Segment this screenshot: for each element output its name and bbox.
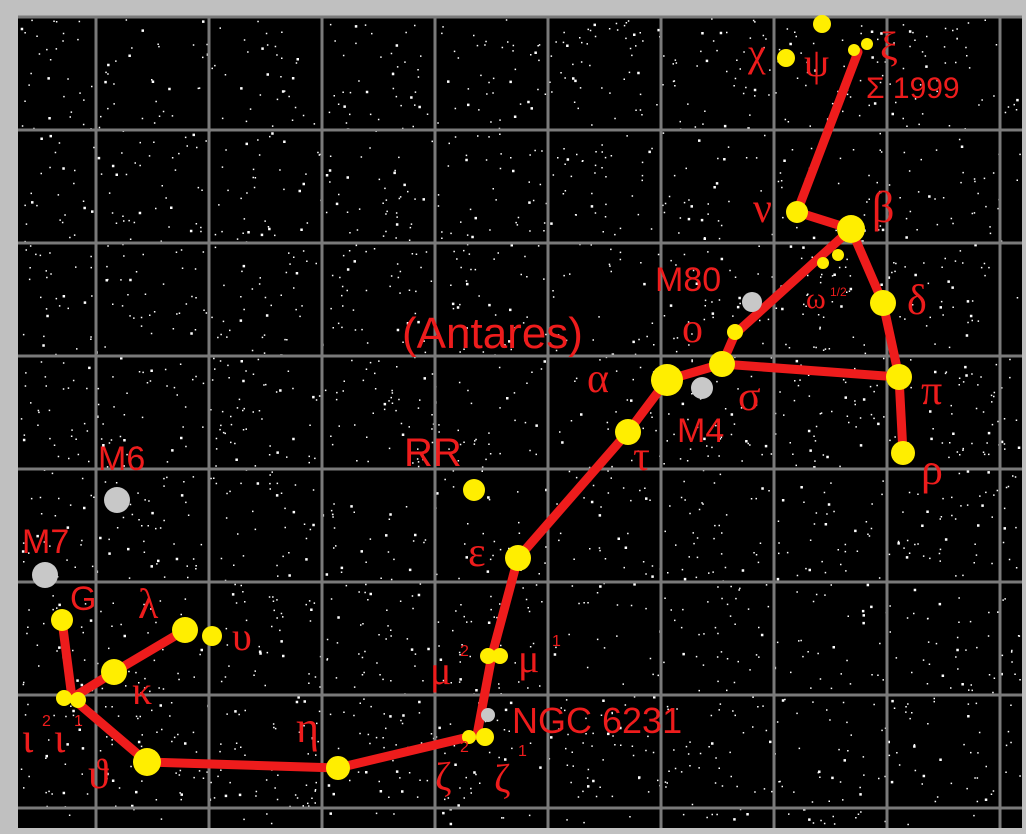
label-zeta2: ζ xyxy=(435,754,452,799)
labels: (Antares) M80 M4 M6 M7 RR NGC 6231 Σ 199… xyxy=(22,24,960,801)
label-omega-superscript: 1/2 xyxy=(830,285,847,299)
star-sigma xyxy=(709,351,735,377)
line-beta-delta-pi-rho xyxy=(846,224,908,458)
star-kappa xyxy=(101,659,127,685)
label-mu1: μ xyxy=(518,636,539,681)
label-kappa: κ xyxy=(132,668,152,713)
star-omega-2 xyxy=(832,249,844,261)
label-ngc6231: NGC 6231 xyxy=(512,700,682,741)
label-zeta2-superscript: 2 xyxy=(460,739,469,756)
label-iota2: ι xyxy=(22,716,34,762)
star-epsilon xyxy=(505,545,531,571)
star-zeta1 xyxy=(476,728,494,746)
star-mu2 xyxy=(480,648,496,664)
label-antares: (Antares) xyxy=(402,309,583,358)
star-tau xyxy=(615,419,641,445)
label-alpha: α xyxy=(587,356,609,402)
star-iota1 xyxy=(70,692,86,708)
label-chi: χ xyxy=(747,30,766,75)
label-upsilon: υ xyxy=(232,614,252,659)
label-g: G xyxy=(70,580,96,618)
label-iota2-superscript: 2 xyxy=(42,713,51,730)
star-delta xyxy=(870,290,896,316)
label-tau: τ xyxy=(633,434,650,480)
star-theta xyxy=(133,748,161,776)
label-iota1-superscript: 1 xyxy=(74,713,83,730)
star-g xyxy=(51,609,73,631)
star-zeta2 xyxy=(462,730,476,744)
label-lambda: λ xyxy=(138,582,159,628)
label-omega: ω xyxy=(806,282,826,315)
sky-background xyxy=(18,16,1022,828)
stars xyxy=(51,15,915,780)
star-beta xyxy=(837,215,865,243)
label-sigma-1999: Σ 1999 xyxy=(866,72,960,105)
label-m6: M6 xyxy=(98,440,145,478)
label-delta: δ xyxy=(907,278,927,324)
star-antares-alpha xyxy=(651,364,683,396)
star-upsilon xyxy=(202,626,222,646)
star-eta xyxy=(326,756,350,780)
star-rr xyxy=(463,479,485,501)
label-mu2-superscript: 2 xyxy=(460,643,469,660)
star-psi xyxy=(813,15,831,33)
label-eta: η xyxy=(296,703,319,752)
label-mu2: μ xyxy=(430,648,451,693)
star-chi xyxy=(777,49,795,67)
label-m4: M4 xyxy=(677,412,724,450)
label-nu: ν xyxy=(753,186,772,232)
label-iota1: ι xyxy=(54,716,66,762)
ngc6231-cluster xyxy=(481,708,495,722)
label-pi: π xyxy=(921,368,942,414)
label-m7: M7 xyxy=(22,523,69,561)
deep-sky-objects xyxy=(32,292,762,722)
label-theta: ϑ xyxy=(88,752,109,798)
label-mu1-superscript: 1 xyxy=(552,633,561,650)
label-sigma: σ xyxy=(738,374,761,420)
star-nu xyxy=(786,201,808,223)
star-rho xyxy=(891,441,915,465)
line-sigma-pi xyxy=(717,359,904,382)
label-psi: ψ xyxy=(804,40,829,85)
star-xi-b xyxy=(861,38,873,50)
constellation-lines xyxy=(57,47,908,773)
label-xi: ξ xyxy=(880,24,898,69)
star-pi xyxy=(886,364,912,390)
label-rr: RR xyxy=(404,431,462,475)
m80-cluster xyxy=(742,292,762,312)
line-body-tail xyxy=(57,359,727,773)
label-m80: M80 xyxy=(655,261,721,299)
label-beta: β xyxy=(872,183,894,232)
label-zeta1: ζ xyxy=(494,756,511,801)
label-omicron: ο xyxy=(682,306,703,352)
label-epsilon: ε xyxy=(468,530,486,576)
star-omicron xyxy=(727,324,743,340)
label-rho: ρ xyxy=(921,445,943,494)
m7-cluster xyxy=(32,562,58,588)
star-mu1 xyxy=(492,648,508,664)
m6-cluster xyxy=(104,487,130,513)
coordinate-grid xyxy=(18,15,1022,828)
label-zeta1-superscript: 1 xyxy=(518,743,527,760)
star-lambda xyxy=(172,617,198,643)
star-iota2 xyxy=(56,690,72,706)
m4-cluster xyxy=(691,377,713,399)
star-xi-a xyxy=(848,44,860,56)
star-omega-1 xyxy=(817,257,829,269)
